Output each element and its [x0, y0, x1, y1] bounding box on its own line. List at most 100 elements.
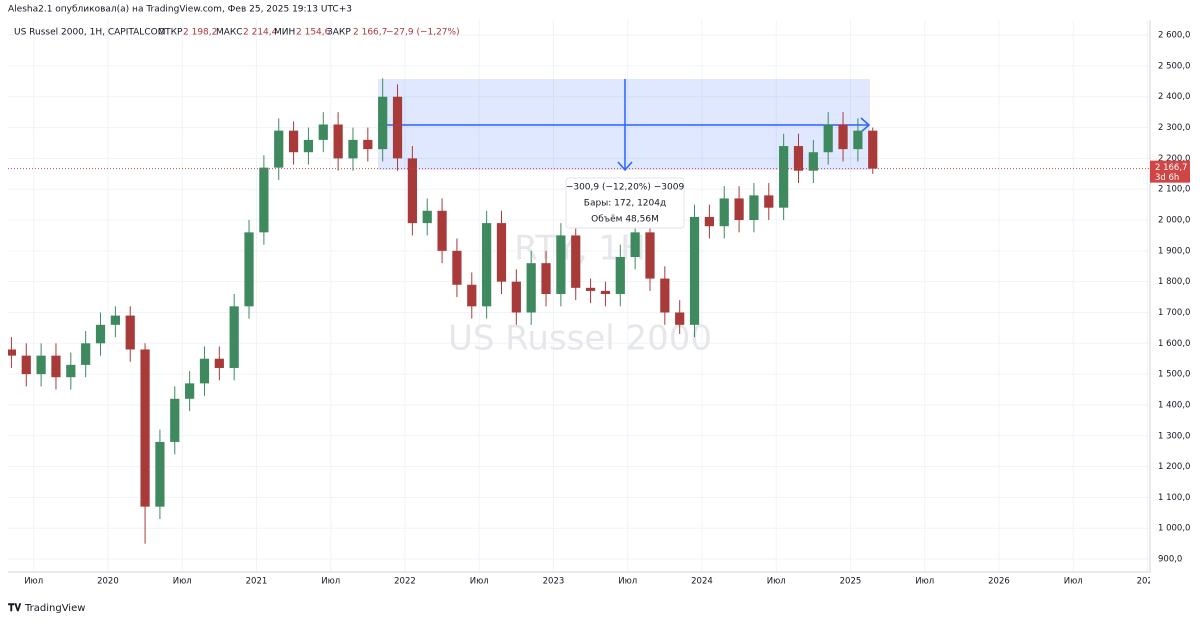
- legend-symbol: US Russel 2000, 1H, CAPITALCOM: [14, 28, 165, 38]
- candle-body: [288, 130, 299, 153]
- candle-body: [81, 343, 91, 365]
- candle-body: [675, 312, 685, 325]
- candle-body: [511, 281, 521, 313]
- candle-body: [526, 263, 536, 313]
- candle-body: [689, 216, 700, 325]
- last-price-label: 2 166,7: [1155, 163, 1187, 173]
- x-tick-label: Июл: [767, 577, 786, 587]
- candle-body: [571, 235, 581, 288]
- x-tick-label: 2024: [691, 577, 713, 587]
- candle-body: [155, 441, 165, 507]
- candle-body: [600, 290, 611, 294]
- candle-body: [482, 223, 492, 307]
- candle-body: [66, 364, 76, 378]
- x-tick-label: 2026: [988, 577, 1010, 587]
- candle-body: [452, 250, 462, 285]
- y-tick-label: 2 500,0: [1158, 61, 1190, 71]
- candle-body: [333, 124, 343, 159]
- candle-body: [378, 96, 388, 150]
- y-tick-label: 2 600,0: [1158, 31, 1190, 41]
- y-tick-label: 2 200,0: [1158, 154, 1190, 164]
- candle-body: [808, 152, 818, 171]
- y-tick-label: 1 500,0: [1158, 370, 1190, 380]
- y-tick-label: 1 400,0: [1158, 400, 1190, 410]
- legend-high-label: МАКС: [216, 28, 243, 38]
- measure-h-head: [860, 117, 871, 133]
- x-tick-label: 2021: [246, 577, 268, 587]
- candle-body: [199, 358, 210, 384]
- legend-change: −27,9 (−1,27%): [386, 28, 460, 38]
- candle-body: [437, 210, 447, 251]
- footer-brand: TradingView: [24, 603, 85, 614]
- footer-logo: 𝐓𝐕: [8, 602, 21, 614]
- y-tick-label: 2 000,0: [1158, 216, 1190, 226]
- candle-body: [185, 383, 195, 399]
- candle-body: [407, 158, 417, 224]
- candle-body: [868, 130, 878, 169]
- candle-body: [615, 257, 625, 294]
- y-tick-label: 1 000,0: [1158, 524, 1190, 534]
- legend-high: 2 214,4: [243, 28, 278, 38]
- candle-body: [704, 216, 714, 227]
- x-tick-label: Июл: [173, 577, 192, 587]
- candle-body: [734, 198, 744, 221]
- measure-v-head: [617, 161, 633, 172]
- candle-body: [21, 355, 31, 375]
- candle-body: [95, 324, 106, 344]
- y-tick-label: 2 300,0: [1158, 123, 1190, 133]
- candle-body: [585, 287, 596, 291]
- x-tick-label: Июл: [24, 577, 43, 587]
- candle-body: [496, 223, 507, 282]
- candle-body: [838, 124, 848, 150]
- candle-body: [51, 355, 61, 378]
- x-tick-label: 2022: [394, 577, 416, 587]
- legend: US Russel 2000, 1H, CAPITALCOM ОТКР 2 19…: [14, 28, 460, 38]
- candle-body: [274, 130, 284, 168]
- candle-body: [467, 284, 477, 307]
- candles: [8, 78, 878, 544]
- x-tick-label: 2025: [840, 577, 862, 587]
- candle-body: [36, 355, 46, 375]
- measure-line3: Объём 48,56M: [591, 215, 659, 225]
- candle-body: [749, 195, 759, 221]
- legend-close: 2 166,7: [353, 28, 387, 38]
- y-tick-label: 1 800,0: [1158, 277, 1190, 287]
- y-tick-label: 2 400,0: [1158, 92, 1190, 102]
- y-tick-label: 2 100,0: [1158, 185, 1190, 195]
- candle-body: [645, 232, 655, 279]
- candle-body: [229, 306, 239, 368]
- candle-body: [125, 315, 135, 350]
- watermark-name: US Russel 2000: [448, 319, 712, 359]
- last-price-badge: [1150, 160, 1190, 183]
- legend-low-label: МИН: [274, 28, 295, 38]
- y-tick-label: 1 300,0: [1158, 431, 1190, 441]
- y-tick-label: 1 700,0: [1158, 308, 1190, 318]
- candle-body: [719, 198, 729, 227]
- legend-close-label: ЗАКР: [327, 28, 351, 38]
- y-tick-label: 1 600,0: [1158, 339, 1190, 349]
- candle-body: [8, 349, 17, 356]
- candle-body: [363, 139, 373, 150]
- x-tick-label: Июл: [915, 577, 934, 587]
- candle-body: [556, 235, 566, 294]
- candle-body: [318, 124, 328, 140]
- legend-open: 2 198,2: [183, 28, 217, 38]
- measure-line1: −300,9 (−12,20%) −3009: [566, 183, 685, 193]
- candle-body: [140, 349, 150, 507]
- publisher: Alesha2.1 опубликовал(а) на TradingView.…: [8, 5, 352, 15]
- candle-body: [244, 232, 254, 307]
- candle-body: [170, 398, 180, 442]
- candle-body: [303, 139, 314, 153]
- measure-line2: Бары: 172, 1204д: [584, 199, 666, 209]
- x-tick-label: 2027: [1137, 577, 1159, 587]
- x-tick-label: Июл: [470, 577, 489, 587]
- candle-body: [541, 263, 551, 294]
- countdown: 3d 6h: [1155, 173, 1179, 183]
- candle-body: [764, 195, 774, 208]
- y-tick-label: 1 200,0: [1158, 462, 1190, 472]
- candle-body: [823, 124, 833, 153]
- candle-body: [779, 146, 789, 208]
- legend-open-label: ОТКР: [158, 28, 183, 38]
- candle-body: [259, 167, 269, 233]
